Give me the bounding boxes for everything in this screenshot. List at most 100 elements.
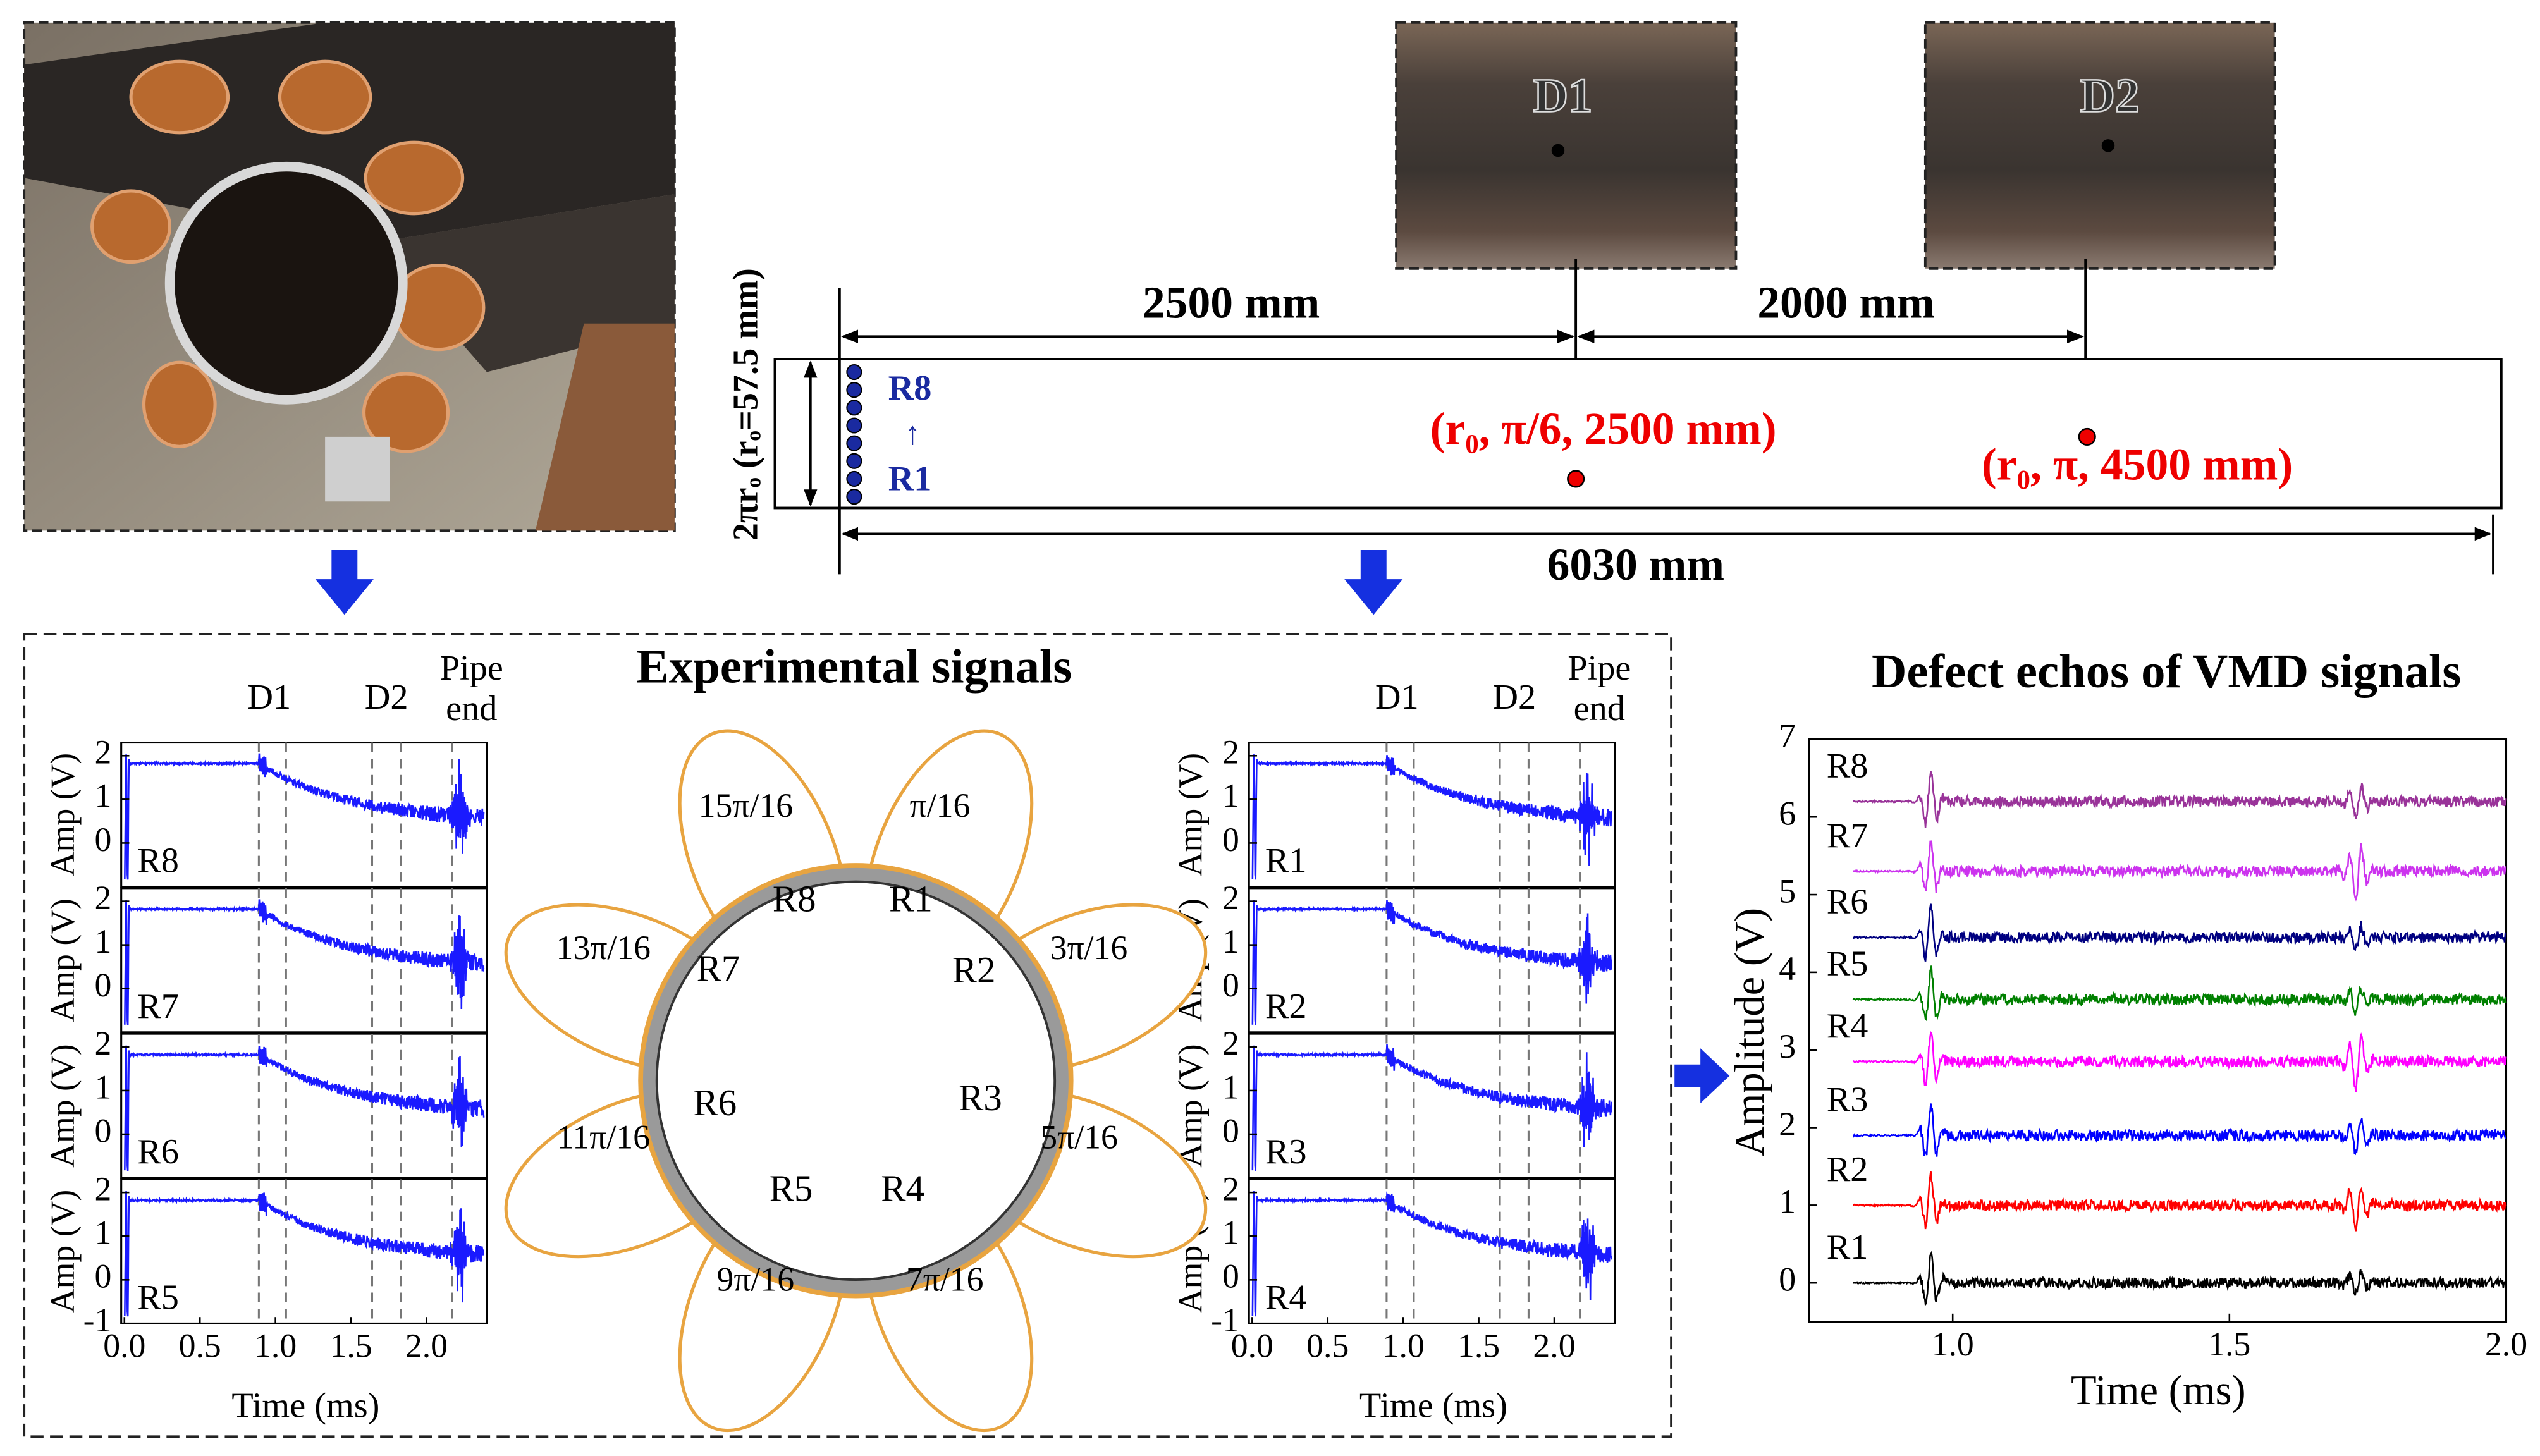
panel-label: R4 <box>1265 1278 1307 1318</box>
series-trace <box>1852 840 2507 902</box>
y-axis-label: Amp (V) <box>44 1044 82 1167</box>
plot-frame <box>1248 741 1616 888</box>
angle-label: 5π/16 <box>1040 1118 1118 1156</box>
defect-label: (r₀, π/6, 2500 mm) <box>1430 404 1777 454</box>
pipe-bore <box>655 880 1057 1282</box>
receiver-ring: π/16 3π/16 5π/16 7π/16 9π/16 11π/16 13π/16 15π/… <box>504 729 1208 1433</box>
signal-trace <box>1251 1191 1612 1317</box>
receiver-dot <box>846 435 862 451</box>
x-tick-label: 0.0 <box>1231 1327 1273 1365</box>
y-tick-label: 1 <box>94 777 111 815</box>
y-tick-label: 2 <box>94 1024 111 1062</box>
plot-frame <box>1248 1032 1616 1179</box>
plot-frame <box>1248 1178 1616 1324</box>
y-tick-label: 7 <box>1779 717 1796 755</box>
x-tick-label: 2.0 <box>2485 1325 2527 1363</box>
angle-label: 7π/16 <box>906 1261 984 1299</box>
receiver-label: R1 <box>889 878 933 919</box>
x-axis-label: Time (ms) <box>1359 1386 1507 1426</box>
receiver-array <box>846 364 862 505</box>
marker-label: end <box>1574 689 1625 728</box>
y-tick-label: 5 <box>1779 872 1796 910</box>
x-axis-label: Time (ms) <box>231 1386 379 1426</box>
x-tick-label: 0.5 <box>179 1327 221 1365</box>
marker-label: D1 <box>1375 678 1419 717</box>
y-tick-label: 2 <box>1779 1105 1796 1143</box>
receiver-dot <box>846 417 862 434</box>
series-trace <box>1852 771 2507 828</box>
chart-title: Defect echos of VMD signals <box>1872 644 2461 698</box>
plot-frame <box>120 1178 488 1324</box>
signal-trace <box>1251 754 1612 880</box>
x-tick-label: 2.0 <box>1533 1327 1575 1365</box>
receiver-dot <box>846 382 862 398</box>
y-tick-label: 0 <box>1222 966 1239 1004</box>
pipe-schematic <box>773 259 2503 575</box>
marker-label: D2 <box>1492 678 1536 717</box>
y-tick-label: 2 <box>94 1170 111 1208</box>
receiver-dot <box>846 489 862 505</box>
series-trace <box>1852 1250 2507 1307</box>
panel-title: Experimental signals <box>637 640 1072 694</box>
series-label: R1 <box>1827 1228 1868 1267</box>
signal-trace <box>1251 900 1612 1025</box>
plot-frame <box>120 741 488 888</box>
series-trace <box>1852 1103 2507 1157</box>
signal-trace <box>1251 1044 1612 1171</box>
angle-label: 15π/16 <box>699 786 793 824</box>
y-tick-label: 2 <box>1222 1024 1239 1062</box>
dimension: 6030 mm <box>1547 540 1725 590</box>
dimension: 2500 mm <box>1143 278 1320 328</box>
dimension: 2000 mm <box>1757 278 1935 328</box>
receiver-label: R2 <box>952 950 996 991</box>
x-tick-label: 0.5 <box>1306 1327 1349 1365</box>
defect-label: (r₀, π, 4500 mm) <box>1982 440 2293 490</box>
receiver-label: R7 <box>697 948 740 989</box>
panel-label: R2 <box>1265 987 1307 1026</box>
receiver-label: R5 <box>770 1168 813 1209</box>
y-tick-label: 0 <box>94 1111 111 1149</box>
vmd-chart: Defect echos of VMD signals 0 1 2 3 4 5 6 7 1.0 1.… <box>1727 644 2527 1414</box>
plot-frame <box>120 1032 488 1179</box>
y-axis-label: Amp (V) <box>44 898 82 1022</box>
series-label: R7 <box>1827 816 1868 855</box>
y-tick-label: 0 <box>1222 1257 1239 1295</box>
y-tick-label: -1 <box>1211 1301 1239 1339</box>
receiver-label: R6 <box>693 1082 737 1123</box>
photo-label: D2 <box>2080 68 2140 122</box>
series-label: R2 <box>1827 1150 1868 1189</box>
series-label: R4 <box>1827 1006 1868 1046</box>
marker-label: D2 <box>365 678 408 717</box>
panel-border <box>23 633 1673 1438</box>
y-tick-label: 2 <box>1222 879 1239 917</box>
receiver-dot <box>846 453 862 469</box>
series-trace <box>1852 903 2507 962</box>
angle-label: 11π/16 <box>556 1118 650 1156</box>
y-tick-label: 3 <box>1779 1027 1796 1065</box>
y-tick-label: 0 <box>1222 821 1239 859</box>
x-tick-label: 1.0 <box>1382 1327 1425 1365</box>
circumference: 2πrₒ (rₒ=57.5 mm) <box>726 268 765 541</box>
y-tick-label: 2 <box>94 879 111 917</box>
y-tick-label: 1 <box>1222 1214 1239 1252</box>
y-tick-label: 0 <box>94 966 111 1004</box>
signal-trace <box>124 1045 485 1171</box>
y-tick-label: 1 <box>1222 922 1239 960</box>
flow-arrow <box>315 550 1730 1104</box>
receiver-dot <box>846 364 862 381</box>
y-tick-label: 6 <box>1779 795 1796 833</box>
series-label: R6 <box>1827 882 1868 921</box>
signal-trace <box>124 1191 484 1317</box>
y-tick-label: 0 <box>94 1257 111 1295</box>
series-label: R5 <box>1827 945 1868 984</box>
x-tick-label: 2.0 <box>405 1327 448 1365</box>
x-tick-label: 1.0 <box>254 1327 297 1365</box>
panel-label: R1 <box>1265 841 1307 881</box>
marker-label: end <box>446 689 497 728</box>
marker-label: Pipe <box>440 649 503 688</box>
receiver-label: R3 <box>959 1077 1002 1118</box>
panel-label: R7 <box>137 987 179 1026</box>
defect-point <box>1567 470 1585 488</box>
x-tick-label: 1.5 <box>329 1327 372 1365</box>
